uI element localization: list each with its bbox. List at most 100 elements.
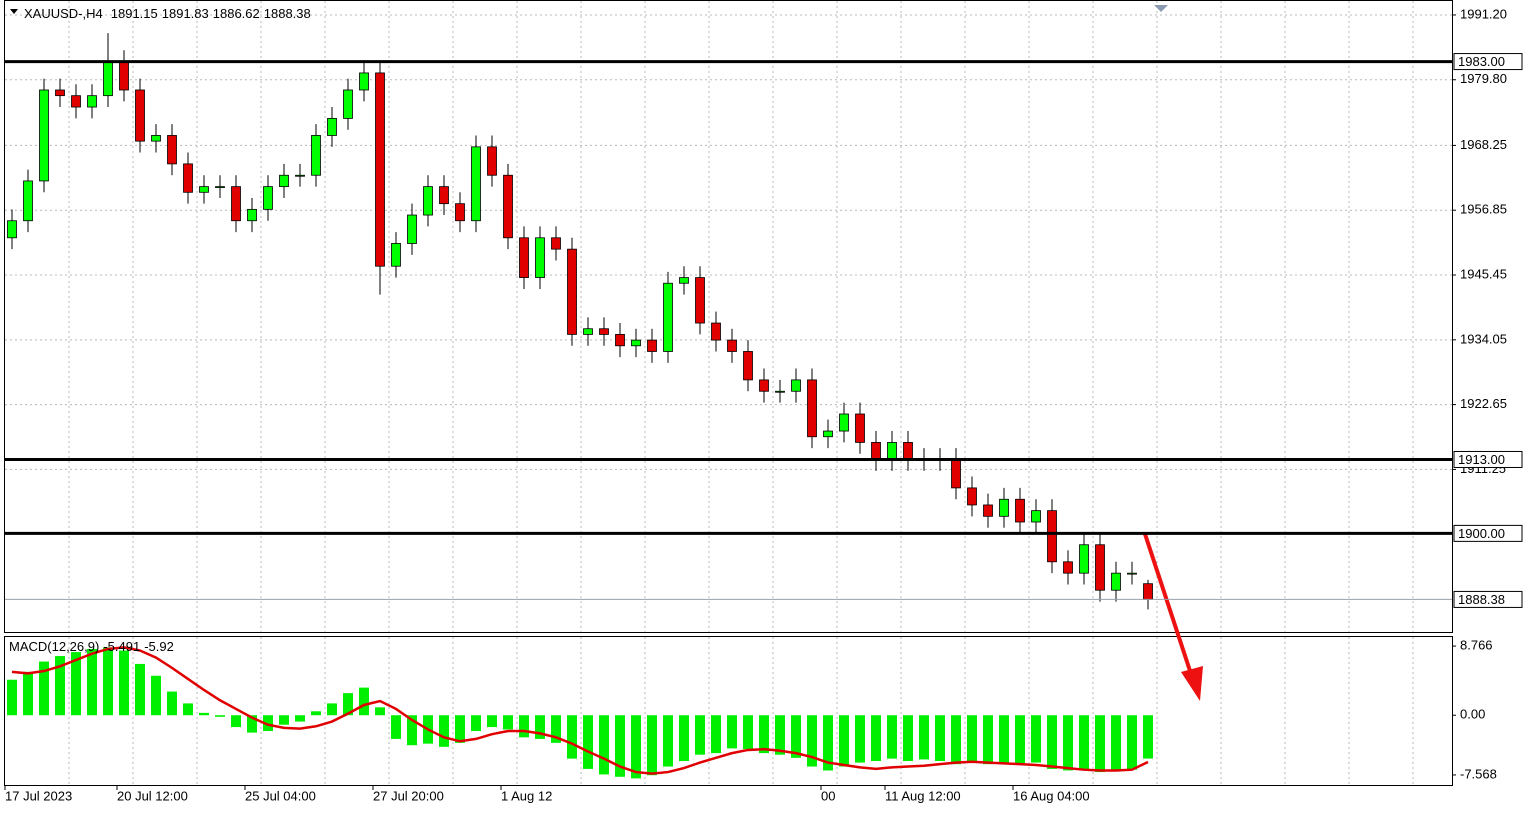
- candle-body: [791, 379, 801, 392]
- macd-bar: [295, 715, 305, 722]
- level-label: 1913.00: [1458, 452, 1505, 467]
- candle-body: [823, 430, 833, 438]
- candle-body: [855, 413, 865, 443]
- signal-line: [11, 646, 1149, 775]
- level-label-box: [1453, 524, 1523, 542]
- macd-bar: [615, 715, 625, 777]
- candle-body: [599, 328, 609, 335]
- x-tick-label: 11 Aug 12:00: [885, 788, 961, 803]
- menu-icon[interactable]: [10, 9, 18, 14]
- macd-bar: [1079, 715, 1089, 769]
- macd-bar: [1047, 715, 1057, 769]
- candle-body: [1047, 510, 1057, 563]
- level-label: 1983.00: [1458, 54, 1505, 69]
- macd-bar: [711, 715, 721, 754]
- candle-body: [631, 339, 641, 347]
- macd-bar: [663, 715, 673, 767]
- x-tick-label: 20 Jul 12:00: [117, 788, 188, 803]
- macd-bar: [903, 715, 913, 762]
- macd-bar: [1111, 715, 1121, 771]
- candle-body: [103, 61, 113, 97]
- candle-body: [1063, 561, 1073, 574]
- macd-bar: [855, 715, 865, 763]
- arrow-head: [1181, 666, 1203, 701]
- signal-value: -5.92: [144, 639, 174, 654]
- macd-bar: [183, 703, 193, 716]
- macd-frame: [4, 636, 1453, 786]
- macd-title: MACD(12,26,9): [9, 639, 99, 654]
- macd-bar: [375, 707, 385, 716]
- shift-marker: [1154, 5, 1168, 12]
- candle-body: [439, 186, 449, 205]
- macd-bar: [599, 715, 609, 775]
- candle-body: [535, 237, 545, 278]
- candle-body: [1079, 544, 1089, 574]
- trend-arrow: [1143, 533, 1203, 701]
- macd-bar: [631, 715, 641, 779]
- candle-body: [23, 180, 33, 222]
- price-label-box: [1453, 590, 1523, 608]
- macd-header: MACD(12,26,9) -5.491 -5.92: [9, 639, 174, 654]
- candle-body: [999, 498, 1009, 517]
- x-tick-label: 1 Aug 12: [501, 788, 552, 803]
- y-tick-label: 1922.65: [1460, 396, 1507, 411]
- candle-body: [807, 379, 817, 438]
- macd-bar: [743, 715, 753, 750]
- macd-bar: [439, 715, 449, 747]
- candle-body: [1111, 572, 1121, 591]
- candle-body: [39, 89, 49, 182]
- candle-body: [359, 72, 369, 91]
- candle-body: [455, 203, 465, 222]
- candle-body: [743, 351, 753, 381]
- y-tick-label: -7.568: [1460, 766, 1497, 781]
- candle-body: [327, 118, 337, 136]
- open-value: 1891.15: [111, 6, 158, 21]
- candle-body: [167, 135, 177, 165]
- price-frame: [4, 0, 1453, 633]
- level-label-box: [1453, 450, 1523, 468]
- plot: [7, 33, 1153, 779]
- candle-body: [551, 237, 561, 250]
- candle-body: [135, 89, 145, 142]
- macd-bar: [7, 679, 17, 716]
- macd-bar: [759, 715, 769, 754]
- candle-body: [887, 442, 897, 460]
- macd-bar: [583, 715, 593, 769]
- candle-body: [519, 237, 529, 278]
- candle-body: [1127, 572, 1137, 575]
- macd-bar: [471, 715, 481, 732]
- candle-body: [119, 61, 129, 91]
- candle-body: [647, 339, 657, 352]
- macd-bar: [231, 715, 241, 728]
- macd-bar: [551, 715, 561, 743]
- candle-body: [263, 186, 273, 210]
- macd-bar: [503, 715, 513, 730]
- candle-body: [1031, 510, 1041, 523]
- macd-bar: [919, 715, 929, 760]
- macd-bar: [87, 648, 97, 716]
- y-tick-label: 1945.45: [1460, 266, 1507, 281]
- macd-bar: [135, 663, 145, 716]
- candle-body: [279, 174, 289, 188]
- candle-body: [679, 277, 689, 284]
- close-value: 1888.38: [264, 6, 311, 21]
- candle-body: [663, 282, 673, 352]
- candle-body: [215, 186, 225, 189]
- macd-bar: [327, 703, 337, 716]
- macd-bar: [535, 715, 545, 739]
- candle-body: [711, 322, 721, 341]
- arrow-shaft: [1143, 533, 1195, 681]
- candle-body: [7, 220, 17, 239]
- candle-body: [391, 243, 401, 267]
- macd-bar: [71, 652, 81, 716]
- macd-bar: [775, 715, 785, 755]
- x-tick-label: 17 Jul 2023: [5, 788, 72, 803]
- macd-bar: [999, 715, 1009, 763]
- macd-bar: [967, 715, 977, 763]
- macd-bar: [1127, 715, 1137, 770]
- macd-bar: [247, 715, 257, 733]
- low-value: 1886.62: [213, 6, 260, 21]
- candle-body: [615, 334, 625, 347]
- macd-bar: [791, 715, 801, 758]
